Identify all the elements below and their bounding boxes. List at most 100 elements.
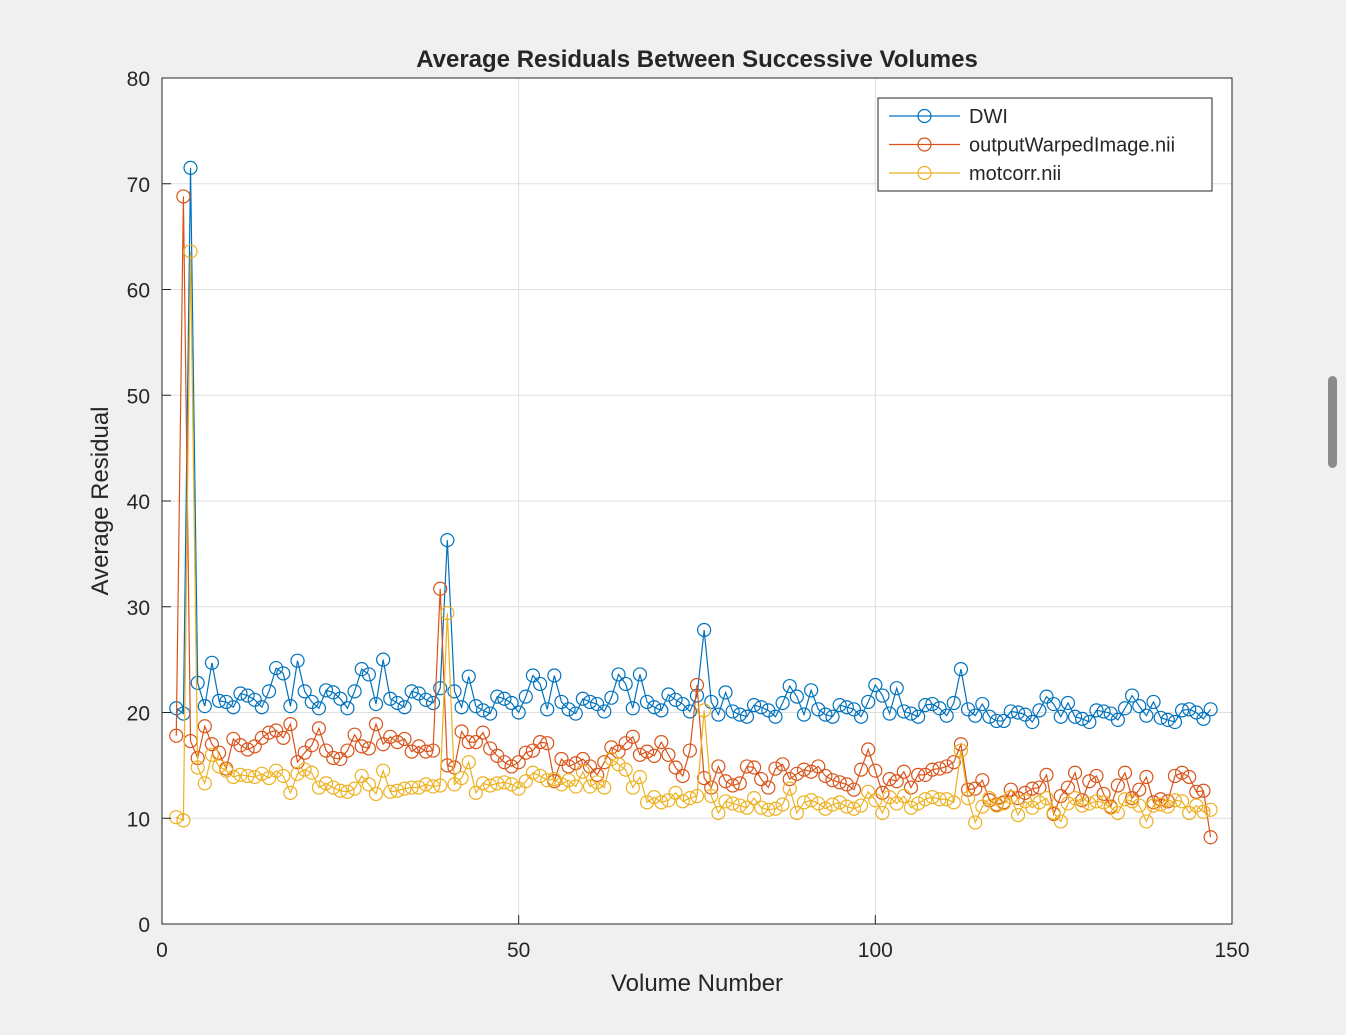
data-point xyxy=(811,796,826,811)
data-point xyxy=(333,691,348,706)
data-point xyxy=(839,799,854,814)
data-point xyxy=(1060,796,1076,811)
data-point xyxy=(176,189,191,204)
data-point xyxy=(461,735,476,750)
data-point xyxy=(846,801,862,816)
data-point xyxy=(418,777,434,792)
legend-label-0: DWI xyxy=(969,106,1008,128)
data-point xyxy=(732,776,747,791)
data-point xyxy=(989,713,1004,729)
data-point xyxy=(347,684,362,699)
data-point xyxy=(939,708,954,723)
data-point xyxy=(711,805,726,821)
data-point xyxy=(796,762,812,777)
data-point xyxy=(169,728,184,743)
data-point xyxy=(440,605,455,621)
data-point xyxy=(875,785,890,800)
data-point xyxy=(454,770,469,786)
data-point xyxy=(197,699,212,714)
data-point xyxy=(825,797,840,812)
data-point xyxy=(1117,792,1133,807)
data-point xyxy=(504,759,519,774)
data-point xyxy=(540,702,555,717)
data-point xyxy=(504,695,519,711)
data-point xyxy=(204,747,220,762)
data-point xyxy=(1153,710,1168,725)
data-point xyxy=(975,773,990,788)
data-point xyxy=(269,723,284,738)
data-point xyxy=(1075,798,1090,813)
series-2 xyxy=(169,244,1218,830)
data-point xyxy=(418,744,434,759)
x-tick-label: 100 xyxy=(858,939,893,962)
data-point xyxy=(1182,702,1197,717)
data-point xyxy=(511,705,526,720)
data-point xyxy=(704,788,719,804)
data-point xyxy=(811,702,826,717)
data-point xyxy=(1089,794,1104,809)
data-point xyxy=(468,735,483,750)
data-point xyxy=(1167,714,1183,730)
data-point xyxy=(796,795,812,810)
data-point xyxy=(761,780,776,795)
legend-marker-2 xyxy=(917,165,932,181)
data-point xyxy=(376,652,391,667)
data-point xyxy=(1067,791,1083,806)
data-point xyxy=(361,667,376,682)
data-point xyxy=(568,779,583,794)
series-1 xyxy=(169,189,1218,845)
data-point xyxy=(732,707,747,722)
data-point xyxy=(483,741,498,756)
data-point xyxy=(183,244,198,259)
data-point xyxy=(818,768,833,784)
data-point xyxy=(411,739,426,754)
data-point xyxy=(896,788,911,804)
data-point xyxy=(290,755,305,770)
data-point xyxy=(597,780,612,795)
data-point xyxy=(497,755,512,770)
data-point xyxy=(397,731,412,747)
data-point xyxy=(818,801,833,816)
data-point xyxy=(846,782,862,797)
data-point xyxy=(960,791,976,806)
data-point xyxy=(454,700,469,715)
scrollbar-thumb[interactable] xyxy=(1328,376,1337,468)
data-point xyxy=(1110,712,1125,728)
y-tick-label: 0 xyxy=(138,914,150,937)
series-line xyxy=(175,167,1212,723)
data-point xyxy=(211,693,227,708)
data-point xyxy=(882,706,897,721)
data-point xyxy=(1075,793,1090,808)
data-point xyxy=(1003,782,1018,797)
data-point xyxy=(768,801,783,816)
data-point xyxy=(825,709,840,724)
data-point xyxy=(433,681,448,696)
legend-label-1: outputWarpedImage.nii xyxy=(969,135,1175,157)
data-point xyxy=(718,685,733,700)
data-point xyxy=(518,689,533,704)
data-point xyxy=(247,692,262,707)
data-point xyxy=(1025,781,1040,796)
data-point xyxy=(953,743,969,758)
data-point xyxy=(725,704,740,719)
data-point xyxy=(754,800,769,815)
data-point xyxy=(468,699,483,714)
data-point xyxy=(475,703,491,718)
data-point xyxy=(925,789,940,805)
data-point xyxy=(1096,786,1111,802)
data-point xyxy=(340,784,355,799)
data-point xyxy=(853,798,869,813)
data-point xyxy=(632,667,648,682)
data-point xyxy=(982,709,997,724)
data-point xyxy=(190,760,205,775)
data-point xyxy=(483,778,498,793)
data-point xyxy=(789,805,804,821)
data-point xyxy=(918,792,933,807)
data-point xyxy=(204,737,220,752)
data-point xyxy=(775,695,790,711)
data-point xyxy=(654,703,669,718)
data-point xyxy=(818,707,833,722)
data-point xyxy=(1003,789,1018,805)
data-point xyxy=(1182,805,1197,821)
